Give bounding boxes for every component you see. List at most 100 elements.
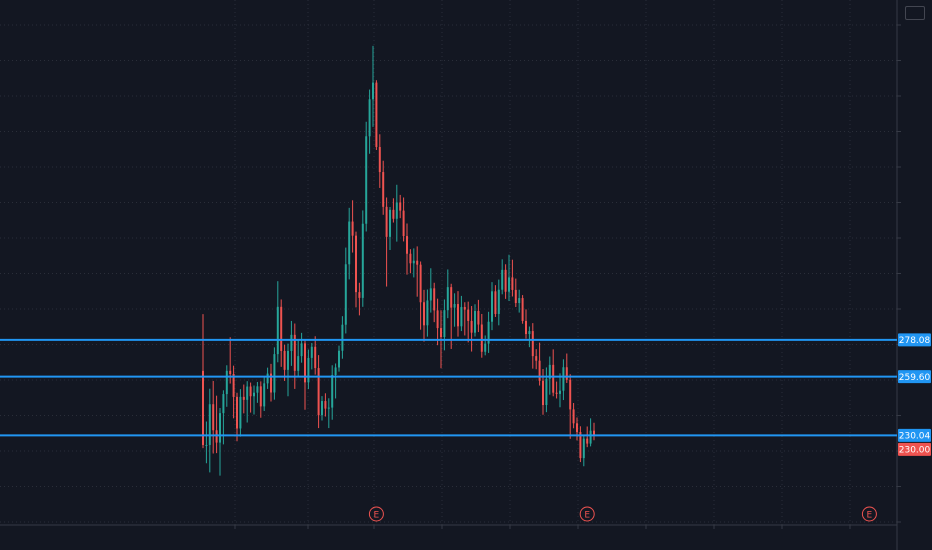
candle-body — [562, 367, 565, 391]
candle — [208, 388, 211, 473]
candle-body — [378, 147, 381, 173]
price-axis-ticks — [897, 24, 901, 523]
level-price-label-text: 278.08 — [899, 336, 931, 346]
candle — [480, 313, 483, 358]
candle — [514, 278, 517, 308]
candle — [304, 339, 306, 410]
earnings-marker[interactable]: E — [579, 506, 595, 522]
candle — [504, 264, 507, 299]
candle-body — [453, 304, 456, 308]
candle-body — [586, 438, 589, 444]
candle-body — [338, 350, 340, 368]
candle — [392, 198, 395, 223]
level-price-label-bg — [898, 428, 931, 442]
candle — [368, 89, 371, 154]
candle-body — [521, 298, 524, 321]
candle — [344, 247, 347, 334]
candle-body — [348, 221, 351, 265]
candle — [477, 299, 480, 333]
candle — [457, 291, 459, 337]
earnings-marker[interactable]: E — [368, 506, 384, 522]
candle — [470, 306, 473, 352]
candle — [531, 323, 534, 369]
candle — [385, 197, 388, 287]
candle — [426, 289, 429, 337]
earnings-marker-label: E — [584, 511, 590, 521]
candle-body — [552, 364, 555, 393]
candle-body — [406, 236, 408, 254]
candle-body — [528, 331, 531, 335]
candle-body — [504, 269, 507, 292]
candle-body — [589, 430, 592, 444]
candle — [511, 259, 514, 297]
candle-body — [480, 324, 483, 352]
candle-body — [215, 430, 218, 443]
candle-body — [344, 264, 347, 325]
candle — [341, 316, 344, 359]
candle-body — [593, 430, 595, 436]
candle — [321, 396, 323, 421]
level-price-label-text: 230.04 — [899, 432, 931, 442]
candle — [273, 347, 276, 400]
candle — [453, 293, 456, 327]
earnings-marker-label: E — [867, 511, 873, 521]
candle-body — [368, 99, 371, 137]
candle-body — [351, 221, 354, 236]
candle — [300, 332, 303, 363]
candle — [518, 289, 521, 313]
candle-body — [582, 438, 585, 459]
candle-body — [355, 235, 357, 293]
current-price-label-text: 230.00 — [899, 446, 931, 456]
candle — [552, 349, 555, 397]
time-axis-ticks — [234, 525, 851, 529]
candle-body — [372, 82, 374, 100]
candle-body — [559, 390, 561, 394]
candle — [334, 363, 337, 399]
earnings-marker-circle — [861, 506, 877, 522]
candle — [375, 80, 378, 150]
candle — [576, 417, 578, 441]
candle — [266, 367, 269, 389]
candle-body — [579, 432, 582, 459]
candle — [249, 382, 252, 413]
candle — [565, 353, 568, 383]
horizontal-levels[interactable] — [0, 338, 897, 437]
candle-body — [545, 378, 548, 406]
earnings-marker[interactable]: E — [861, 506, 877, 522]
candle-body — [436, 310, 439, 329]
candle — [327, 398, 330, 429]
candle — [443, 299, 446, 351]
candle-body — [236, 396, 238, 429]
chart-settings-box[interactable] — [905, 6, 925, 20]
candle — [324, 393, 327, 417]
candle — [314, 336, 317, 375]
candle — [528, 326, 531, 348]
candle — [538, 342, 541, 386]
candles-group — [202, 45, 595, 476]
candle-body — [514, 289, 517, 304]
candle-body — [470, 320, 473, 333]
candle — [582, 436, 585, 467]
price-axis-labels: 278.08 259.60 230.04 230.00 — [898, 333, 931, 456]
candle — [365, 121, 368, 232]
candle — [287, 343, 289, 397]
candle-body — [565, 367, 568, 380]
current-price-label-bg — [898, 442, 931, 456]
candle — [555, 381, 558, 399]
candle — [351, 200, 354, 253]
candle-body — [232, 374, 235, 397]
candle — [310, 342, 313, 370]
candle — [484, 335, 487, 356]
candle — [355, 231, 357, 308]
candle-body — [426, 300, 429, 326]
candle — [225, 365, 228, 407]
candle-body — [358, 292, 361, 298]
candle-body — [535, 356, 538, 361]
candle-body — [266, 373, 269, 384]
candle — [389, 207, 391, 250]
candle-body — [310, 346, 313, 358]
candle-body — [576, 423, 578, 433]
candle — [497, 279, 500, 326]
